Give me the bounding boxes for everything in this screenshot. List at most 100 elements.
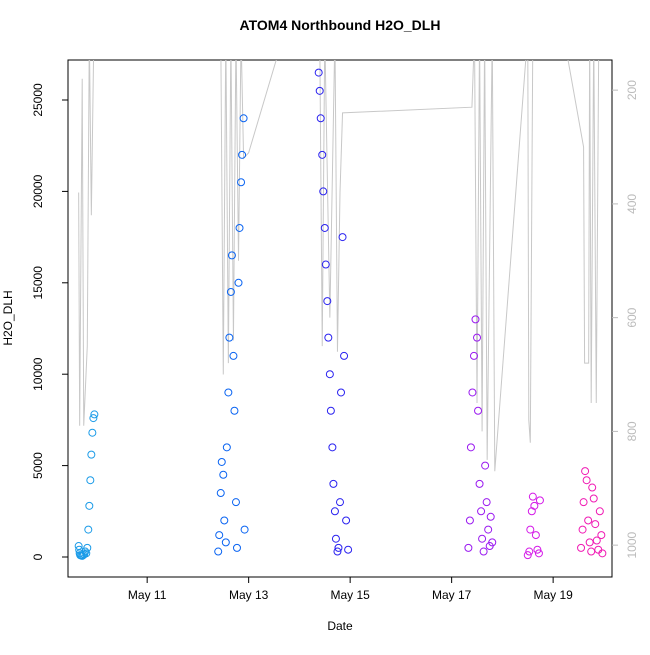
y2-tick-label: 800 (625, 421, 639, 441)
data-point (321, 260, 330, 269)
data-point (234, 278, 243, 287)
plot-area (74, 60, 607, 560)
data-point (86, 476, 95, 485)
data-point (227, 251, 236, 260)
data-point (592, 536, 601, 545)
data-point (323, 297, 332, 306)
data-point (344, 545, 353, 554)
data-point (591, 520, 600, 529)
data-point (486, 512, 495, 521)
data-point (216, 489, 225, 498)
y-tick-label: 0 (31, 553, 45, 560)
y2-tick-label: 400 (625, 194, 639, 214)
x-tick-label: May 17 (432, 588, 472, 602)
y2-tick-label: 1000 (625, 531, 639, 558)
data-point (469, 351, 478, 360)
data-point (222, 443, 231, 452)
data-point (320, 223, 329, 232)
data-point (333, 547, 342, 556)
data-point (326, 406, 335, 415)
data-point (531, 531, 540, 540)
data-point (328, 443, 337, 452)
data-point (232, 543, 241, 552)
data-point (336, 498, 344, 507)
x-tick-label: May 13 (229, 588, 269, 602)
data-point (239, 114, 248, 123)
data-point (597, 531, 606, 540)
data-point (220, 516, 229, 525)
data-point (526, 525, 535, 534)
data-point (237, 178, 246, 187)
data-point (482, 498, 491, 507)
data-point (471, 315, 480, 324)
data-point (318, 150, 327, 159)
data-point (338, 233, 347, 242)
data-point (82, 549, 91, 558)
data-point (84, 525, 93, 534)
data-point (219, 470, 228, 479)
data-point (331, 534, 340, 543)
data-point (316, 114, 325, 123)
data-point (90, 410, 99, 419)
data-point (330, 507, 339, 516)
data-point (83, 543, 92, 552)
data-point (577, 543, 586, 552)
data-point (479, 547, 488, 556)
data-point (240, 525, 249, 534)
data-point (225, 333, 234, 342)
data-point (588, 483, 597, 492)
data-point (579, 498, 588, 507)
data-point (215, 531, 224, 540)
data-point (468, 388, 477, 397)
data-point (337, 388, 346, 397)
data-point (595, 507, 604, 516)
data-point (473, 333, 482, 342)
y-tick-label: 5000 (31, 452, 45, 479)
data-point (534, 549, 543, 558)
data-point (484, 525, 493, 534)
data-point (481, 461, 490, 470)
data-point (528, 492, 537, 501)
x-tick-label: May 11 (128, 588, 167, 602)
plot-frame (67, 59, 613, 578)
chart-title: ATOM4 Northbound H2O_DLH (240, 17, 441, 33)
y-axis-label: H2O_DLH (1, 290, 15, 345)
data-point (465, 516, 474, 525)
data-point (530, 501, 539, 510)
data-point (226, 287, 235, 296)
data-point (230, 406, 239, 415)
data-point (221, 538, 230, 547)
data-point (488, 538, 497, 547)
data-point (478, 534, 487, 543)
data-point (231, 498, 240, 507)
data-point (342, 516, 351, 525)
data-point (589, 494, 598, 503)
x-axis-label: Date (327, 619, 353, 633)
data-point (235, 223, 244, 232)
data-point (224, 388, 233, 397)
data-point (523, 551, 532, 560)
data-point (334, 543, 343, 552)
data-point (315, 86, 324, 95)
data-point (578, 525, 587, 534)
data-point (89, 414, 98, 423)
x-tick-label: May 19 (533, 588, 573, 602)
y-tick-label: 10000 (31, 357, 45, 391)
data-point (340, 351, 349, 360)
data-point (238, 150, 247, 159)
data-point (581, 467, 590, 476)
y-tick-label: 25000 (31, 83, 45, 117)
data-point (535, 496, 544, 505)
data-point (88, 428, 97, 437)
data-point (585, 538, 594, 547)
data-point (477, 507, 486, 516)
data-point (324, 333, 333, 342)
pressure-line (78, 60, 600, 472)
data-point (329, 479, 338, 488)
data-point (214, 547, 223, 556)
data-point (325, 370, 334, 379)
data-point (464, 543, 473, 552)
data-point (525, 547, 534, 556)
data-point (584, 516, 593, 525)
